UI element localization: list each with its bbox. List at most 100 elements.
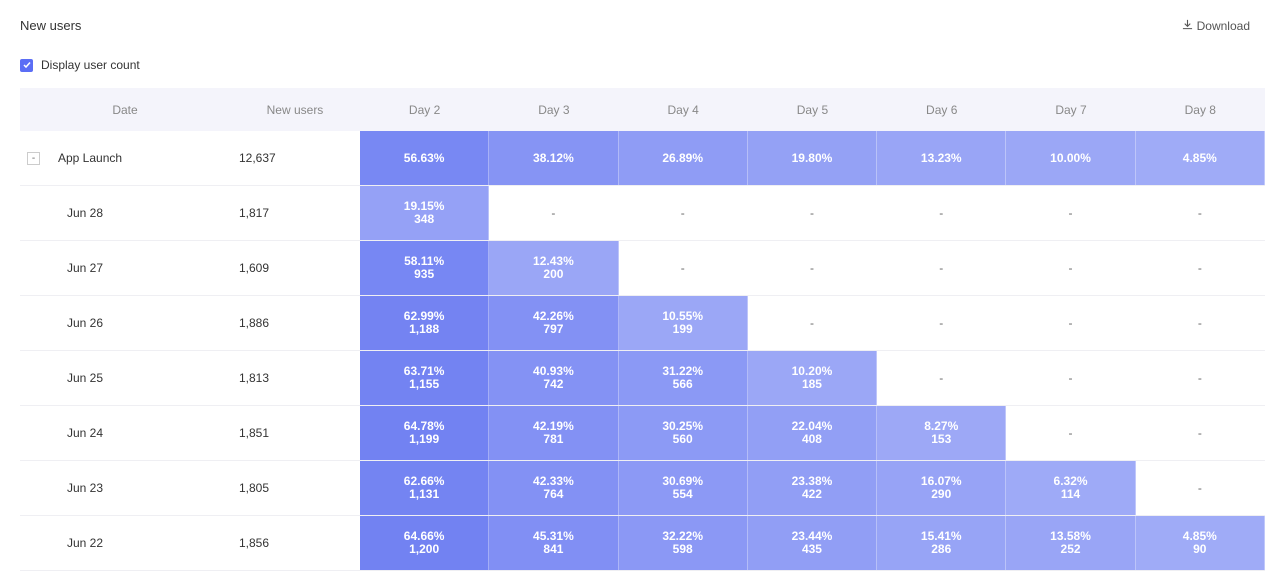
column-header: Day 8 [1184,102,1216,117]
retention-cell: 10.20% 185 [747,351,878,405]
retention-cell: - [1006,406,1136,460]
retention-cell: 32.22% 598 [618,516,748,570]
retention-cell: 62.66% 1,131 [359,461,490,515]
retention-cell: - [1136,406,1265,460]
retention-cell: 30.69% 554 [618,461,748,515]
retention-cell: 19.80% [747,131,878,185]
retention-cell: 31.22% 566 [618,351,748,405]
table-row: Jun 28 1,817 19.15% 348- - - - - - [20,186,1265,241]
table-row: Jun 23 1,805 62.66% 1,131 42.33% 764 30.69% 554… [20,461,1265,516]
collapse-button[interactable]: - [27,151,40,165]
summary-label-cell: - App Launch [20,131,230,185]
retention-cell: - [748,296,878,350]
date-cell: Jun 22 [67,536,104,550]
retention-cell: 16.07% 290 [877,461,1007,515]
retention-cell: 23.44% 435 [747,516,878,570]
retention-cell: 23.38% 422 [747,461,878,515]
retention-cell: - [1006,351,1136,405]
retention-cell: - [877,186,1007,240]
retention-cell: - [619,241,748,295]
column-header: New users [266,102,324,117]
column-header: Day 7 [1055,102,1087,117]
retention-cell: 40.93% 742 [489,351,619,405]
column-header: Day 3 [538,102,570,117]
download-icon [1182,19,1193,33]
table-header: Date New users Day 2 Day 3 Day 4 Day 5 Day 6 Da… [20,88,1265,131]
date-cell: Jun 23 [67,481,104,495]
retention-cell: - [748,186,878,240]
retention-cell: 42.26% 797 [489,296,619,350]
retention-cell: 22.04% 408 [747,406,878,460]
table-row: Jun 26 1,886 62.99% 1,188 42.26% 797 10.55% 199… [20,296,1265,351]
retention-table: Date New users Day 2 Day 3 Day 4 Day 5 Day 6 Da… [20,88,1265,571]
summary-row: - App Launch 12,637 56.63% 38.12% 26.89% 19.80… [20,131,1265,186]
retention-cell: - [1136,241,1265,295]
column-header: Day 2 [408,102,441,117]
date-cell: Jun 25 [67,371,104,385]
date-cell: Jun 27 [67,261,104,275]
retention-cell: 10.55% 199 [618,296,748,350]
retention-cell: 4.85% [1135,131,1265,185]
page-title: New users [20,18,82,33]
retention-cell: 64.66% 1,200 [359,516,490,570]
summary-label: App Launch [58,151,123,165]
new-users-cell: 1,886 [238,316,270,330]
retention-cell: - [1006,186,1136,240]
table-row: Jun 27 1,609 58.11% 935 12.43% 200- - - - - [20,241,1265,296]
retention-cell: - [1136,296,1265,350]
checkbox-label: Display user count [41,58,140,72]
retention-cell: - [877,351,1007,405]
table-row: Jun 22 1,856 64.66% 1,200 45.31% 841 32.22% 598… [20,516,1265,571]
retention-cell: - [748,241,878,295]
retention-cell: - [1136,186,1265,240]
retention-cell: 8.27% 153 [877,406,1007,460]
retention-cell: 13.23% [877,131,1007,185]
retention-cell: 42.19% 781 [489,406,619,460]
retention-cell: 26.89% [618,131,748,185]
retention-cell: - [877,296,1007,350]
retention-cell: - [1006,296,1136,350]
download-label: Download [1196,19,1250,33]
display-user-count-toggle[interactable]: Display user count [20,58,140,72]
new-users-cell: 1,817 [238,206,270,220]
column-header: Day 5 [796,102,829,117]
column-header: Day 4 [667,102,699,117]
date-cell: Jun 28 [67,206,104,220]
column-header: Date [112,102,138,117]
retention-cell: 62.99% 1,188 [359,296,490,350]
new-users-cell: 1,856 [238,536,270,550]
date-cell: Jun 24 [67,426,104,440]
new-users-cell: 1,609 [238,261,270,275]
checkbox[interactable] [20,58,33,72]
retention-cell: 15.41% 286 [877,516,1007,570]
retention-cell: 19.15% 348 [359,186,490,240]
retention-cell: 58.11% 935 [359,241,490,295]
download-button[interactable]: Download [1182,19,1250,33]
retention-cell: - [489,186,619,240]
retention-cell: 56.63% [359,131,490,185]
retention-cell: 12.43% 200 [489,241,619,295]
new-users-cell: 12,637 [238,151,276,165]
date-cell: Jun 26 [67,316,104,330]
retention-cell: - [619,186,748,240]
retention-cell: 10.00% [1006,131,1136,185]
retention-cell: 64.78% 1,199 [359,406,490,460]
table-row: Jun 24 1,851 64.78% 1,199 42.19% 781 30.25% 560… [20,406,1265,461]
new-users-cell: 1,813 [238,371,270,385]
retention-cell: 13.58% 252 [1006,516,1136,570]
retention-cell: 30.25% 560 [618,406,748,460]
retention-cell: 38.12% [489,131,619,185]
new-users-cell: 1,805 [238,481,270,495]
table-row: Jun 25 1,813 63.71% 1,155 40.93% 742 31.22% 566… [20,351,1265,406]
retention-cell: 63.71% 1,155 [359,351,490,405]
retention-cell: 42.33% 764 [489,461,619,515]
retention-cell: - [1136,461,1265,515]
new-users-cell: 1,851 [238,426,270,440]
retention-cell: 45.31% 841 [489,516,619,570]
retention-cell: - [1006,241,1136,295]
check-icon [22,62,31,69]
retention-cell: 6.32% 114 [1006,461,1136,515]
retention-cell: - [1136,351,1265,405]
retention-cell: 4.85% 90 [1135,516,1265,570]
table-body: - App Launch 12,637 56.63% 38.12% 26.89% 19.80… [20,131,1265,571]
